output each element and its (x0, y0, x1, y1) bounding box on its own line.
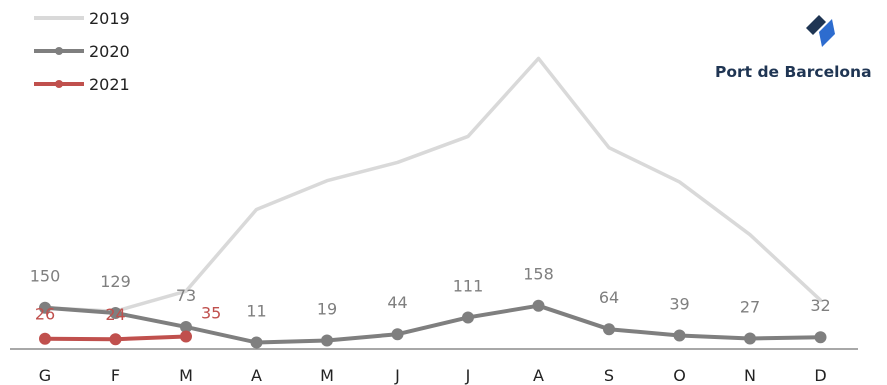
x-tick-label: J (394, 366, 400, 385)
data-label-2020: 19 (317, 299, 337, 318)
legend-label-2019: 2019 (89, 9, 130, 28)
series-line-2020 (43, 303, 823, 345)
series-2019 (43, 56, 823, 313)
x-tick-label: N (744, 366, 756, 385)
data-point-2021 (39, 332, 51, 345)
data-label-2020: 73 (176, 286, 196, 305)
x-tick-label: A (533, 366, 544, 385)
legend-item-2020: 2020 (34, 42, 130, 61)
x-tick-label: D (814, 366, 826, 385)
x-tick-label: J (465, 366, 471, 385)
legend-label-2021: 2021 (89, 75, 130, 94)
data-label-2021: 26 (35, 305, 55, 324)
series-line-2019 (43, 56, 823, 313)
data-label-2020: 150 (30, 267, 61, 286)
legend-item-2021: 2021 (34, 75, 130, 94)
data-label-2020: 129 (100, 272, 131, 291)
data-point-2020 (321, 334, 333, 347)
logo-mark-dark (806, 15, 826, 35)
data-point-2020 (603, 323, 615, 336)
x-tick-label: F (111, 366, 120, 385)
data-point-2021 (180, 330, 192, 343)
data-point-2020 (391, 328, 404, 341)
legend: 2019 2020 2021 (34, 9, 130, 94)
data-label-2020: 111 (453, 276, 484, 295)
x-tick-label: S (604, 366, 614, 385)
data-point-2020 (39, 301, 51, 314)
data-label-2020: 64 (599, 288, 619, 307)
series-group: 150 129 73 11 19 44 111 158 64 39 27 32 26 24 35 (30, 56, 831, 349)
x-tick-label: M (179, 366, 193, 385)
data-label-2020: 44 (387, 293, 407, 312)
data-label-2020: 158 (523, 265, 554, 284)
data-label-2021: 35 (201, 303, 221, 322)
data-point-2020 (180, 320, 192, 333)
data-point-2020 (250, 336, 263, 349)
x-tick-label: G (39, 366, 51, 385)
series-2020: 150 129 73 11 19 44 111 158 64 39 27 32 (30, 265, 831, 349)
data-label-2021: 24 (105, 305, 125, 324)
x-tick-label: O (673, 366, 686, 385)
data-point-2020 (462, 311, 474, 324)
data-point-2020 (532, 299, 545, 312)
x-tick-label: M (320, 366, 334, 385)
legend-marker-2020 (55, 47, 63, 55)
series-2021: 26 24 35 (35, 303, 221, 346)
legend-item-2019: 2019 (34, 9, 130, 28)
data-point-2020 (109, 306, 122, 319)
data-point-2020 (814, 331, 827, 344)
legend-label-2020: 2020 (89, 42, 130, 61)
data-point-2020 (744, 332, 756, 345)
x-tick-label: A (251, 366, 262, 385)
data-label-2020: 39 (669, 294, 689, 313)
logo-text: Port de Barcelona (715, 63, 872, 81)
data-label-2020: 11 (246, 301, 266, 320)
data-label-2020: 27 (740, 297, 760, 316)
data-label-2020: 32 (810, 296, 830, 315)
legend-marker-2021 (55, 80, 63, 88)
data-point-2020 (673, 329, 686, 342)
data-point-2021 (109, 333, 122, 346)
logo-mark-blue (819, 19, 835, 47)
port-de-barcelona-logo: Port de Barcelona (715, 15, 872, 81)
